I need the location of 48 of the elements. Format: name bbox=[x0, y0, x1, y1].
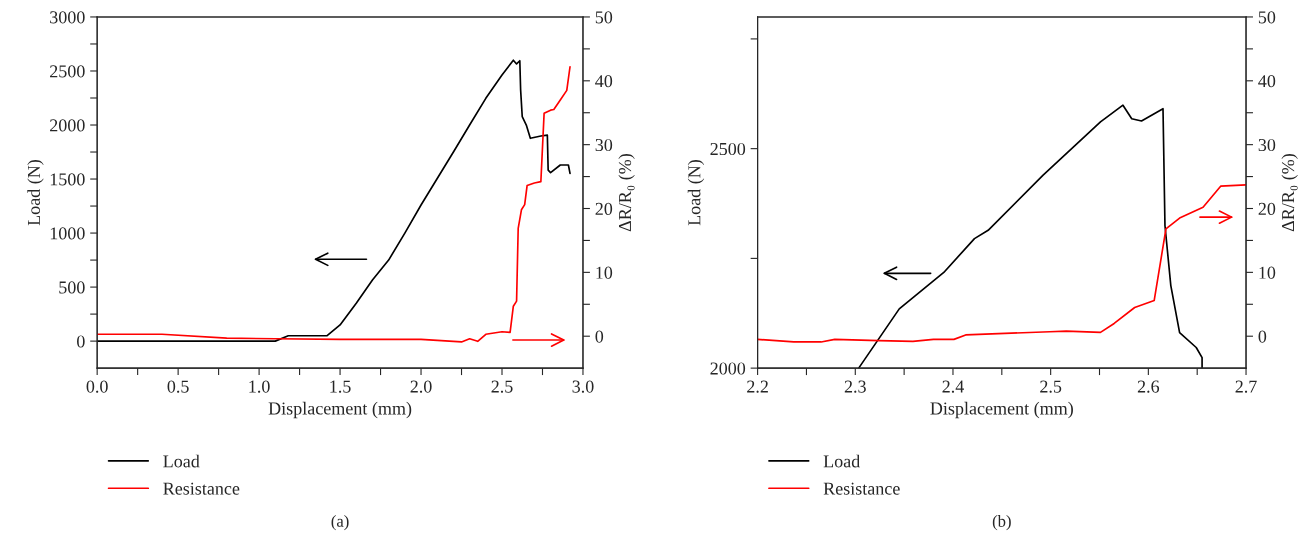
y2-tick-label: 40 bbox=[1258, 75, 1276, 88]
y2-tick-label: 50 bbox=[595, 11, 613, 24]
x-axis-title: Displacement (mm) bbox=[930, 401, 1073, 419]
y-tick-label: 1500 bbox=[50, 173, 85, 186]
y-tick-label: 2500 bbox=[50, 65, 85, 78]
y2-tick-label: 0 bbox=[595, 330, 604, 343]
x-tick-label: 2.4 bbox=[942, 380, 964, 393]
y-tick-label: 1000 bbox=[50, 227, 85, 240]
text: (a) bbox=[331, 515, 349, 531]
x-tick-label: 2.6 bbox=[1137, 380, 1160, 393]
y-tick-label: 2500 bbox=[710, 142, 746, 156]
x-tick-label: 2.5 bbox=[1040, 380, 1062, 393]
y2-axis-title: ΔR/R₀ (%) bbox=[1281, 154, 1298, 232]
y2-tick-label: 30 bbox=[595, 138, 613, 152]
legend-label: Load bbox=[823, 454, 861, 468]
legend-label: Resistance bbox=[163, 482, 240, 495]
y-tick-label: 3000 bbox=[50, 11, 85, 24]
y2-tick-label: 20 bbox=[1258, 202, 1276, 215]
y-axis-title: Load (N) bbox=[687, 160, 705, 226]
text: (b) bbox=[992, 515, 1011, 531]
x-tick-label: 0.0 bbox=[86, 380, 108, 393]
x-tick-label: 2.2 bbox=[747, 380, 768, 393]
legend-label: Load bbox=[163, 454, 200, 468]
x-tick-label: 3.0 bbox=[572, 380, 594, 393]
x-axis-title: Displacement (mm) bbox=[268, 401, 412, 419]
x-tick-label: 1.5 bbox=[330, 380, 351, 393]
y-tick-label: 2000 bbox=[710, 362, 746, 375]
y-axis-title: Load (N) bbox=[27, 160, 44, 226]
y2-tick-label: 10 bbox=[1259, 266, 1276, 279]
line-series bbox=[757, 184, 1247, 343]
y2-tick-label: 40 bbox=[595, 75, 613, 88]
y-tick-label: 0 bbox=[77, 335, 85, 348]
y-tick-label: 500 bbox=[59, 281, 85, 294]
y2-tick-label: 30 bbox=[1258, 138, 1276, 152]
y2-tick-label: 0 bbox=[1258, 330, 1267, 343]
legend-label: Resistance bbox=[823, 482, 900, 495]
x-tick-label: 2.5 bbox=[491, 380, 513, 393]
line-series bbox=[857, 104, 1203, 369]
y-tick-label: 2000 bbox=[50, 119, 85, 132]
x-tick-label: 2.3 bbox=[844, 380, 866, 393]
y2-tick-label: 50 bbox=[1258, 11, 1276, 24]
x-tick-label: 2.0 bbox=[410, 380, 432, 393]
x-tick-label: 2.7 bbox=[1235, 380, 1257, 393]
x-tick-label: 0.5 bbox=[167, 380, 189, 393]
x-tick-label: 1.0 bbox=[249, 380, 270, 393]
y2-tick-label: 10 bbox=[596, 266, 613, 279]
y2-tick-label: 20 bbox=[595, 202, 613, 215]
y2-axis-title: ΔR/R₀ (%) bbox=[618, 154, 635, 232]
